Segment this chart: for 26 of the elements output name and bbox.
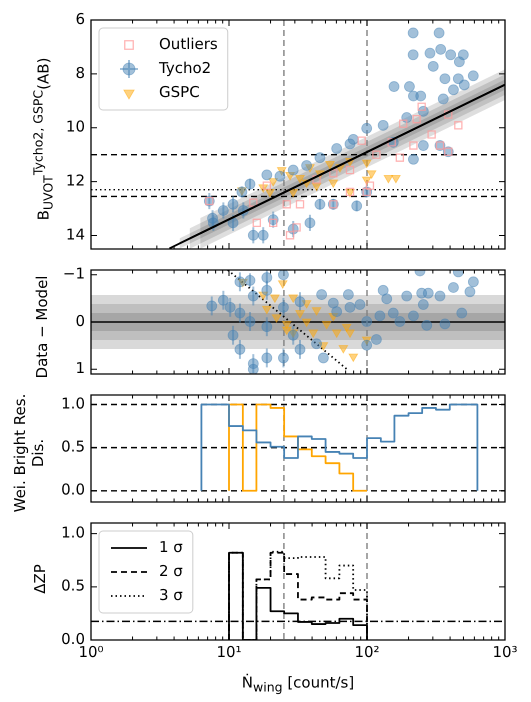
y-tick-label: 12 [66, 172, 85, 190]
y-tick-label: 1.0 [61, 524, 85, 542]
x-tick-label: 10¹ [216, 642, 242, 661]
y-tick-label: 6 [75, 10, 85, 28]
y-tick-label: 0.5 [61, 576, 85, 595]
y-tick-label: 1.0 [61, 394, 85, 412]
x-tick-label: 10³ [492, 642, 518, 661]
y-tick-label: 0.0 [61, 480, 85, 499]
y-tick-label: −1 [62, 264, 85, 283]
y-tick-label: 1 [75, 359, 85, 378]
y-tick-label: 0 [75, 312, 85, 330]
y-tick-label: 0.5 [61, 438, 85, 456]
legend-label: GSPC [159, 82, 200, 101]
x-axis-title: Ṅ$_{wing}$ [count/s] [242, 674, 354, 694]
y-tick-label: 14 [66, 225, 85, 244]
y-axis-title: ΔZP [31, 564, 49, 594]
y-axis-title: Data − Model [33, 275, 51, 378]
y-axis-title: Wei. Bright Res. Dis. [11, 392, 47, 514]
legend-label: 3 σ [159, 586, 184, 604]
legend-label: 2 σ [159, 562, 184, 580]
x-tick-label: 10² [354, 642, 380, 661]
y-tick-label: 8 [75, 64, 85, 82]
legend-label: Outliers [159, 34, 218, 53]
legend-label: 1 σ [159, 538, 184, 556]
y-tick-label: 10 [66, 118, 85, 136]
legend-label: Tycho2 [158, 58, 212, 77]
